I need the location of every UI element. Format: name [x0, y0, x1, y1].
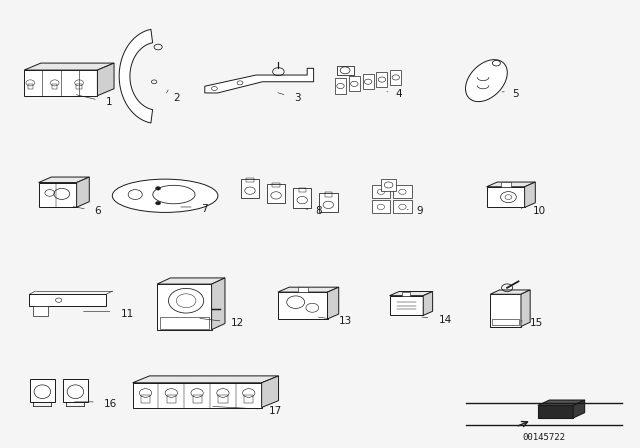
Polygon shape [390, 292, 433, 296]
Polygon shape [423, 292, 433, 315]
Bar [76, 84, 82, 89]
Text: 2: 2 [173, 93, 179, 103]
Text: 00145722: 00145722 [522, 433, 566, 442]
Polygon shape [465, 60, 508, 102]
Polygon shape [573, 400, 585, 418]
Bar [337, 65, 355, 75]
Bar [273, 183, 280, 187]
Bar [492, 319, 520, 325]
Bar [500, 182, 511, 187]
Polygon shape [97, 63, 114, 96]
Bar [298, 287, 307, 292]
Bar [390, 70, 401, 85]
Polygon shape [390, 296, 423, 315]
Polygon shape [278, 292, 328, 319]
Bar [160, 317, 209, 329]
Bar [52, 84, 58, 89]
Text: 6: 6 [95, 207, 101, 216]
Bar [324, 192, 332, 197]
Text: 17: 17 [269, 406, 282, 416]
Polygon shape [24, 70, 97, 96]
Bar [298, 188, 306, 192]
Polygon shape [525, 182, 535, 207]
Bar [335, 78, 346, 94]
Text: 12: 12 [230, 319, 244, 328]
Bar [141, 395, 150, 403]
Text: 15: 15 [530, 319, 543, 328]
Polygon shape [490, 290, 530, 294]
Text: 7: 7 [202, 204, 208, 214]
Bar [63, 379, 88, 402]
Circle shape [156, 202, 161, 205]
Polygon shape [538, 405, 573, 418]
Polygon shape [132, 376, 278, 383]
Ellipse shape [113, 179, 218, 212]
Bar [403, 292, 410, 296]
Text: 10: 10 [532, 207, 546, 216]
Polygon shape [24, 63, 114, 70]
Bar [28, 84, 33, 89]
Bar [241, 179, 259, 198]
Bar [319, 193, 337, 212]
Text: 8: 8 [316, 207, 322, 216]
Polygon shape [486, 187, 525, 207]
Polygon shape [157, 284, 212, 330]
Polygon shape [278, 287, 339, 292]
Polygon shape [490, 294, 521, 327]
Text: 13: 13 [339, 316, 353, 326]
Polygon shape [212, 278, 225, 330]
Text: 5: 5 [512, 89, 518, 99]
Polygon shape [77, 177, 90, 207]
Polygon shape [486, 182, 535, 187]
Bar [393, 200, 412, 213]
Bar [372, 200, 390, 213]
Circle shape [156, 187, 161, 190]
Bar [29, 379, 55, 402]
Bar [244, 395, 253, 403]
Text: 14: 14 [438, 315, 452, 325]
Polygon shape [328, 287, 339, 319]
Text: 9: 9 [416, 207, 422, 216]
Bar [381, 179, 396, 191]
Polygon shape [132, 383, 262, 408]
Bar [246, 178, 253, 182]
Text: 1: 1 [106, 97, 112, 107]
Polygon shape [205, 69, 314, 93]
Polygon shape [119, 29, 152, 123]
Bar [393, 185, 412, 198]
Text: 11: 11 [120, 309, 134, 319]
Bar [376, 72, 387, 87]
Bar [193, 395, 202, 403]
Bar [29, 294, 106, 306]
Text: 3: 3 [294, 93, 301, 103]
Polygon shape [38, 183, 77, 207]
Bar [349, 76, 360, 91]
Bar [372, 185, 390, 198]
Text: 16: 16 [104, 399, 117, 409]
Polygon shape [262, 376, 278, 408]
Text: 4: 4 [396, 89, 402, 99]
Bar [166, 395, 176, 403]
Polygon shape [538, 400, 585, 405]
Bar [363, 74, 374, 89]
Bar [293, 188, 312, 208]
Polygon shape [521, 290, 530, 327]
Bar [218, 395, 228, 403]
Polygon shape [38, 177, 90, 183]
Bar [33, 306, 48, 316]
Bar [267, 184, 285, 203]
Polygon shape [157, 278, 225, 284]
